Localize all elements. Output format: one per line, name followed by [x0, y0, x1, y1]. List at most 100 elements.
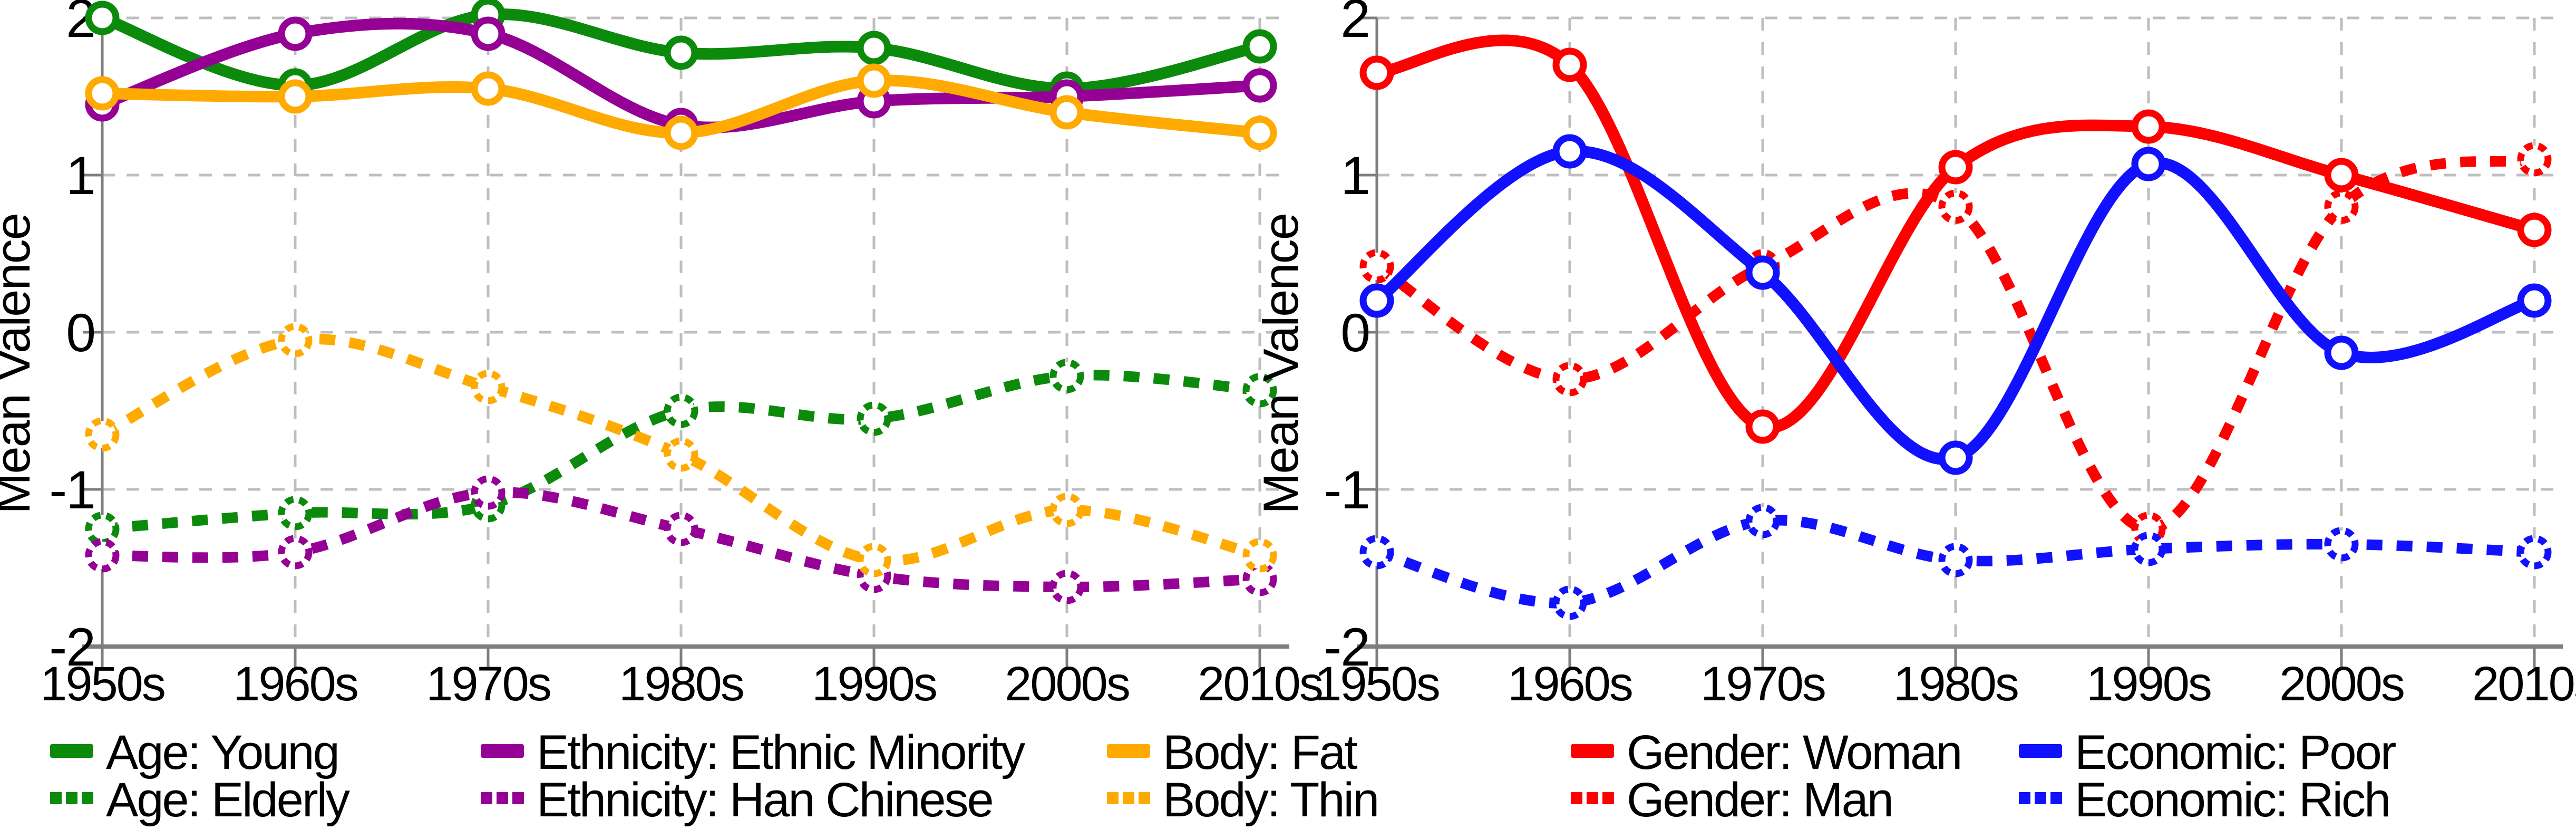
marker-gender-man-2010s: [2517, 142, 2552, 177]
x-tick-label-1-1980s: 1980s: [1893, 657, 2018, 711]
y-axis-title-0: Mean Valence: [0, 214, 40, 514]
marker-age-elderly-1960s: [278, 496, 313, 531]
x-tick-label-1-2010s: 2010s: [2472, 657, 2576, 711]
x-tick-label-1-2000s: 2000s: [2279, 657, 2404, 711]
legend-swatch-dotted-economic-rich: [2019, 792, 2030, 804]
marker-age-elderly-1990s: [857, 401, 891, 436]
marker-body-thin-1950s: [85, 417, 120, 452]
legend-swatch-solid-economic-poor: [2019, 744, 2062, 758]
x-tick-label-1-1970s: 1970s: [1700, 657, 1825, 711]
legend-label-body-thin: Body: Thin: [1163, 773, 1378, 827]
legend-label-ethnicity-han-chinese: Ethnicity: Han Chinese: [537, 773, 993, 827]
marker-ethnicity-han-chinese-1980s: [664, 512, 698, 546]
x-tick-label-1-1990s: 1990s: [2086, 657, 2211, 711]
legend-swatch-dotted-ethnicity-han-chinese: [481, 792, 492, 804]
y-axis-title-1: Mean Valence: [1253, 214, 1308, 514]
marker-age-elderly-2000s: [1049, 359, 1084, 393]
y-tick-label-0--1: -1: [49, 460, 95, 520]
x-tick-label-1-1950s: 1950s: [1315, 657, 1439, 711]
marker-age-elderly-2010s: [1242, 373, 1277, 408]
x-tick-label-0-1970s: 1970s: [426, 657, 550, 711]
marker-gender-woman-1970s: [1745, 409, 1780, 444]
marker-ethnicity-ethnic-minority-2010s: [1242, 68, 1277, 103]
marker-gender-man-2000s: [2324, 189, 2359, 224]
marker-economic-poor-1980s: [1938, 440, 1973, 475]
marker-body-thin-1990s: [857, 543, 891, 577]
marker-gender-man-1950s: [1359, 249, 1394, 284]
marker-gender-man-1980s: [1938, 189, 1973, 224]
legend-label-gender-woman: Gender: Woman: [1627, 726, 1961, 779]
legend-swatch-dotted-age-elderly: [50, 792, 62, 804]
series-line-gender-man: [1374, 154, 2536, 534]
marker-gender-woman-2000s: [2324, 158, 2359, 192]
legend-swatch-dotted-body-thin: [1107, 792, 1119, 804]
legend-swatch-solid-age-young: [50, 744, 93, 758]
marker-gender-woman-1980s: [1938, 150, 1973, 185]
marker-age-elderly-1950s: [85, 512, 120, 546]
marker-gender-woman-1950s: [1359, 55, 1394, 90]
marker-body-fat-2000s: [1049, 95, 1084, 130]
marker-age-elderly-1980s: [664, 393, 698, 428]
marker-economic-poor-1960s: [1552, 134, 1587, 169]
marker-body-fat-1980s: [664, 115, 698, 150]
marker-economic-rich-1990s: [2131, 532, 2166, 566]
marker-economic-rich-1970s: [1745, 504, 1780, 538]
marker-ethnicity-ethnic-minority-1960s: [278, 16, 313, 51]
marker-body-fat-1990s: [857, 63, 891, 98]
x-tick-label-0-1950s: 1950s: [40, 657, 164, 711]
y-tick-label-1-2: 2: [1340, 0, 1369, 49]
marker-body-thin-1980s: [664, 437, 698, 472]
legend-label-economic-poor: Economic: Poor: [2075, 726, 2396, 779]
marker-ethnicity-han-chinese-1960s: [278, 535, 313, 570]
marker-body-fat-2010s: [1242, 115, 1277, 150]
y-tick-label-0--2: -2: [49, 617, 95, 677]
y-tick-label-0-1: 1: [66, 146, 95, 206]
marker-body-thin-1970s: [471, 370, 506, 404]
marker-age-young-1990s: [857, 31, 891, 65]
marker-body-thin-1960s: [278, 323, 313, 358]
legend-swatch-dotted-economic-rich: [2050, 792, 2062, 804]
y-tick-label-1--2: -2: [1324, 617, 1369, 677]
marker-ethnicity-han-chinese-2000s: [1049, 570, 1084, 604]
x-tick-label-0-1960s: 1960s: [233, 657, 357, 711]
legend-swatch-dotted-age-elderly: [82, 792, 93, 804]
marker-economic-rich-1980s: [1938, 543, 1973, 577]
marker-economic-rich-1960s: [1552, 585, 1587, 620]
legend-label-age-elderly: Age: Elderly: [106, 773, 350, 827]
marker-economic-rich-1950s: [1359, 535, 1394, 570]
legend-label-body-fat: Body: Fat: [1163, 726, 1357, 779]
x-tick-label-1-1960s: 1960s: [1508, 657, 1632, 711]
legend-swatch-dotted-gender-man: [1602, 792, 1614, 804]
y-tick-label-0-0: 0: [66, 303, 95, 363]
marker-ethnicity-ethnic-minority-1970s: [471, 16, 506, 51]
x-tick-label-0-1980s: 1980s: [619, 657, 743, 711]
marker-economic-poor-2000s: [2324, 335, 2359, 370]
legend-swatch-dotted-age-elderly: [66, 792, 77, 804]
marker-economic-poor-2010s: [2517, 283, 2552, 318]
legend-swatch-dotted-economic-rich: [2035, 792, 2046, 804]
marker-economic-rich-2010s: [2517, 535, 2552, 570]
legend-label-gender-man: Gender: Man: [1627, 773, 1892, 827]
legend-swatch-dotted-gender-man: [1587, 792, 1598, 804]
legend-label-economic-rich: Economic: Rich: [2075, 773, 2389, 827]
marker-body-fat-1970s: [471, 71, 506, 106]
legend-swatch-dotted-body-thin: [1123, 792, 1134, 804]
marker-economic-poor-1990s: [2131, 147, 2166, 181]
marker-body-fat-1950s: [85, 76, 120, 111]
marker-age-young-1980s: [664, 35, 698, 70]
legend-label-ethnicity-ethnic-minority: Ethnicity: Ethnic Minority: [537, 726, 1025, 779]
marker-economic-poor-1950s: [1359, 283, 1394, 318]
marker-economic-poor-1970s: [1745, 255, 1780, 290]
marker-gender-woman-2010s: [2517, 213, 2552, 247]
legend-swatch-dotted-body-thin: [1139, 792, 1150, 804]
legend-swatch-solid-ethnicity-ethnic-minority: [481, 744, 524, 758]
marker-body-thin-2010s: [1242, 538, 1277, 573]
y-tick-label-1-1: 1: [1340, 146, 1369, 206]
y-tick-label-1--1: -1: [1324, 460, 1369, 520]
marker-age-young-2010s: [1242, 29, 1277, 64]
x-tick-label-0-2000s: 2000s: [1005, 657, 1129, 711]
x-tick-label-0-1990s: 1990s: [812, 657, 936, 711]
legend-swatch-dotted-gender-man: [1571, 792, 1582, 804]
